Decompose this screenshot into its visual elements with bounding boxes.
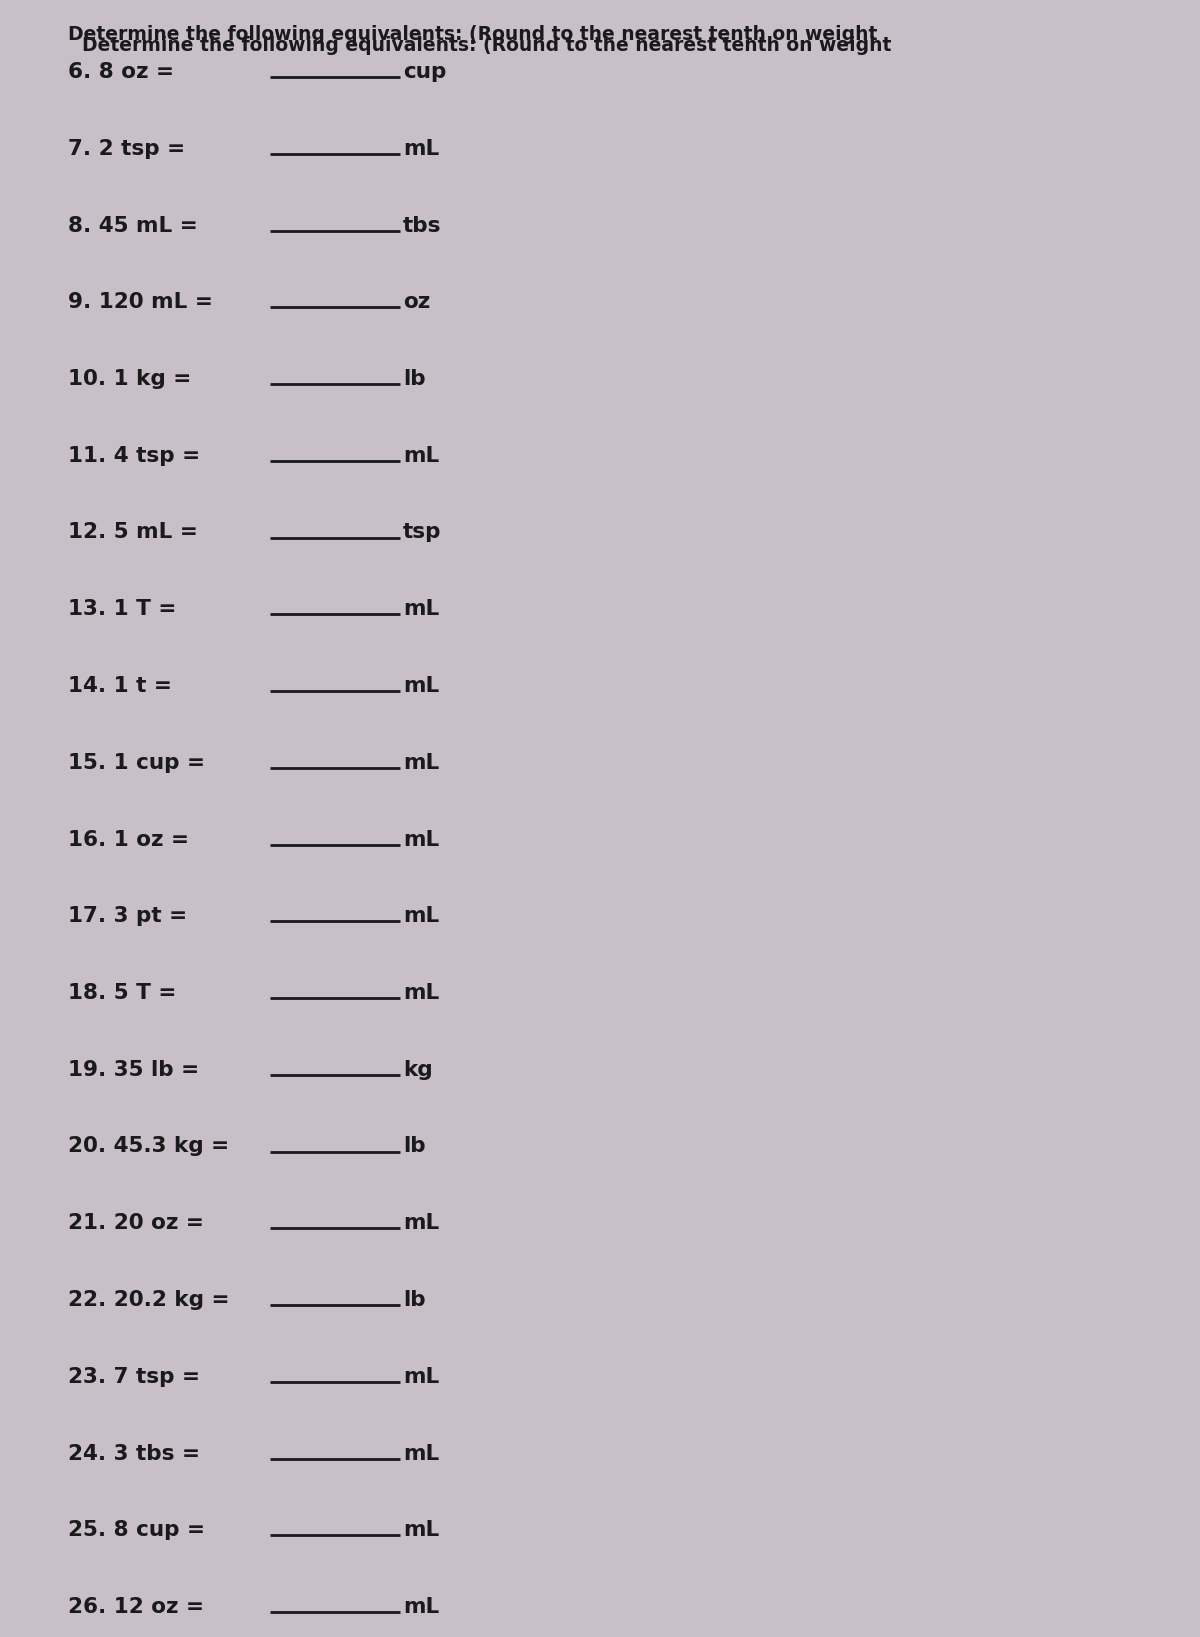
Text: cup: cup (403, 62, 446, 82)
Text: 8. 45 mL =: 8. 45 mL = (68, 216, 205, 236)
Text: tsp: tsp (403, 522, 442, 542)
Text: 25. 8 cup =: 25. 8 cup = (68, 1521, 212, 1540)
Text: mL: mL (403, 599, 439, 619)
Text: 21. 20 oz =: 21. 20 oz = (68, 1213, 211, 1233)
Text: 23. 7 tsp =: 23. 7 tsp = (68, 1367, 208, 1387)
Text: 19. 35 lb =: 19. 35 lb = (68, 1059, 206, 1080)
Text: kg: kg (403, 1059, 433, 1080)
Text: 20. 45.3 kg =: 20. 45.3 kg = (68, 1136, 236, 1156)
Text: mL: mL (403, 676, 439, 696)
Text: 17. 3 pt =: 17. 3 pt = (68, 907, 194, 927)
Text: mL: mL (403, 1598, 439, 1617)
Text: Determine the following equivalents: (Round to the nearest tenth on weight: Determine the following equivalents: (Ro… (68, 25, 877, 44)
Text: mL: mL (403, 753, 439, 773)
Text: mL: mL (403, 1444, 439, 1463)
Text: mL: mL (403, 445, 439, 467)
Text: 7. 2 tsp =: 7. 2 tsp = (68, 139, 193, 159)
Text: 6. 8 oz =: 6. 8 oz = (68, 62, 181, 82)
Text: lb: lb (403, 1290, 426, 1310)
Text: 13. 1 T =: 13. 1 T = (68, 599, 184, 619)
Text: Determine the following equivalents: (Round to the nearest tenth on weight: Determine the following equivalents: (Ro… (82, 36, 890, 56)
Text: mL: mL (403, 1213, 439, 1233)
Text: mL: mL (403, 1367, 439, 1387)
Text: 14. 1 t =: 14. 1 t = (68, 676, 179, 696)
Text: mL: mL (403, 1521, 439, 1540)
Text: lb: lb (403, 1136, 426, 1156)
Text: 11. 4 tsp =: 11. 4 tsp = (68, 445, 208, 467)
Text: mL: mL (403, 139, 439, 159)
Text: 12. 5 mL =: 12. 5 mL = (68, 522, 198, 542)
Text: mL: mL (403, 982, 439, 1003)
Text: 15. 1 cup =: 15. 1 cup = (68, 753, 212, 773)
Text: 9. 120 mL =: 9. 120 mL = (68, 293, 221, 313)
Text: 24. 3 tbs =: 24. 3 tbs = (68, 1444, 208, 1463)
Text: mL: mL (403, 830, 439, 850)
Text: 18. 5 T =: 18. 5 T = (68, 982, 184, 1003)
Text: tbs: tbs (403, 216, 442, 236)
Text: mL: mL (403, 907, 439, 927)
Text: 26. 12 oz =: 26. 12 oz = (68, 1598, 211, 1617)
Text: lb: lb (403, 368, 426, 390)
Text: 10. 1 kg =: 10. 1 kg = (68, 368, 199, 390)
Text: 22. 20.2 kg =: 22. 20.2 kg = (68, 1290, 238, 1310)
Text: oz: oz (403, 293, 431, 313)
Text: 16. 1 oz =: 16. 1 oz = (68, 830, 197, 850)
